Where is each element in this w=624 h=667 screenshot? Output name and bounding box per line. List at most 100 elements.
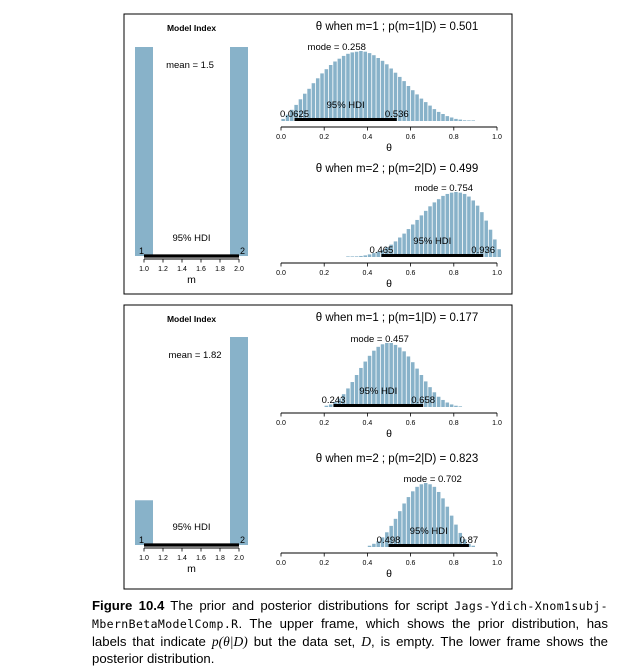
prior-model-index-mean-label: mean = 1.5 (166, 60, 214, 71)
prior-theta-m2-bar-15 (411, 224, 415, 257)
prior-theta-m1-bar-44 (471, 120, 475, 121)
prior-theta-m2-bar-1 (350, 256, 355, 257)
prior-theta-m2-bar-13 (402, 233, 406, 257)
prior-frame-border (123, 13, 513, 295)
caption-math-d: D (361, 634, 371, 649)
prior-model-index-bar-2 (230, 47, 248, 256)
posterior-theta-m2-mode-label: mode = 0.702 (403, 474, 461, 485)
prior-theta-m1-bar-23 (380, 60, 385, 121)
posterior-theta-m2-bar-17 (441, 498, 445, 547)
posterior-theta-m2-bar-9 (406, 497, 411, 547)
posterior-theta-m1-bar-0 (324, 405, 329, 407)
prior-theta-m2-bar-34 (493, 239, 497, 257)
prior-theta-m1-bar-10 (324, 69, 329, 121)
posterior-theta-m1-title: θ when m=1 ; p(m=1|D) = 0.177 (316, 312, 478, 324)
posterior-model-index-bar-2 (230, 337, 248, 545)
posterior-theta-m1-hdi-label: 95% HDI (359, 386, 397, 397)
posterior-theta-m2-bar-2 (376, 541, 380, 547)
posterior-model-index-x-tick-label-4: 1.8 (215, 555, 225, 562)
prior-theta-m2-bar-14 (406, 229, 411, 257)
posterior-theta-m2-x-tick-label-0: 0.0 (276, 560, 286, 567)
prior-theta-m1-bar-7 (311, 83, 316, 121)
prior-theta-m1-bar-17 (354, 51, 359, 122)
prior-model-index-x-tick-label-4: 1.8 (215, 266, 225, 273)
posterior-theta-m2-x-tick-label-4: 0.8 (449, 560, 459, 567)
prior-model-index-x-axis-label: m (187, 274, 196, 286)
posterior-theta-m2-bar-16 (436, 491, 441, 547)
prior-theta-m1-bar-30 (411, 90, 415, 121)
posterior-theta-m1-x-tick-label-5: 1.0 (492, 420, 502, 427)
caption-text-1: The prior and posterior distributions fo… (170, 598, 448, 613)
prior-theta-m1-bar-38 (445, 116, 450, 121)
posterior-theta-m1-bar-30 (454, 405, 458, 407)
prior-theta-m1-bar-18 (359, 51, 363, 121)
posterior-theta-m1-bar-5 (346, 388, 350, 407)
posterior-theta-m1-bar-23 (423, 381, 428, 407)
prior-theta-m2-bar-28 (467, 196, 471, 257)
posterior-theta-m1-hdi-high-label: 0.658 (411, 395, 435, 406)
posterior-theta-m1-bar-12 (376, 346, 380, 407)
prior-theta-m2-bar-22 (441, 195, 445, 257)
prior-theta-m1-bar-14 (341, 55, 346, 121)
prior-model-index-x-tick-label-2: 1.4 (177, 266, 187, 273)
prior-theta-m2-bar-29 (471, 200, 475, 257)
posterior-theta-m1-bar-31 (458, 406, 463, 407)
prior-model-index-title: Model Index (167, 23, 216, 33)
prior-theta-m2-bar-18 (423, 210, 428, 257)
posterior-theta-m1-x-tick-label-2: 0.4 (363, 420, 373, 427)
posterior-theta-m1-bar-3 (337, 398, 342, 407)
posterior-theta-m2-bar-20 (454, 524, 458, 547)
prior-theta-m2-bar-33 (488, 229, 493, 257)
posterior-theta-m2-bar-12 (419, 484, 424, 547)
prior-theta-m1-bar-6 (307, 88, 311, 121)
prior-theta-m2-title: θ when m=2 ; p(m=2|D) = 0.499 (316, 163, 478, 175)
prior-theta-m1-title: θ when m=1 ; p(m=1|D) = 0.501 (316, 21, 478, 33)
prior-theta-m1-bar-40 (454, 118, 458, 121)
prior-theta-m1-bar-29 (406, 86, 411, 121)
prior-theta-m1-bar-3 (294, 104, 298, 121)
prior-theta-m1-bar-42 (462, 120, 467, 121)
posterior-theta-m2-bar-8 (402, 503, 406, 547)
posterior-theta-m1-bar-8 (359, 367, 363, 407)
prior-theta-m2-bar-35 (497, 249, 501, 257)
prior-theta-m2-bar-0 (346, 256, 350, 257)
figure-caption: Figure 10.4 The prior and posterior distr… (92, 597, 608, 667)
posterior-theta-m1-bar-22 (419, 375, 424, 407)
posterior-model-index-bar-label-2: 2 (240, 535, 245, 545)
prior-theta-m2-bar-27 (462, 193, 467, 257)
prior-theta-m1-bar-39 (449, 117, 454, 121)
prior-theta-m1-x-tick-label-5: 1.0 (492, 134, 502, 141)
prior-theta-m1-bar-21 (372, 55, 376, 122)
posterior-theta-m1-bar-16 (393, 344, 398, 407)
posterior-theta-m1-bar-18 (402, 351, 406, 407)
prior-theta-m2-bar-9 (385, 247, 389, 257)
posterior-model-index-hdi-label: 95% HDI (172, 522, 210, 533)
prior-theta-m1-bar-1 (285, 114, 290, 121)
posterior-theta-m1-bar-14 (385, 343, 389, 407)
posterior-model-index-x-tick-label-0: 1.0 (139, 555, 149, 562)
posterior-theta-m1-bar-11 (372, 350, 376, 407)
posterior-theta-m2-x-tick-label-1: 0.2 (319, 560, 329, 567)
prior-model-index-hdi-label: 95% HDI (172, 233, 210, 244)
prior-theta-m2-bar-6 (372, 253, 376, 257)
posterior-frame-border (123, 304, 513, 590)
prior-theta-m2-x-axis-label: θ (386, 278, 392, 290)
posterior-model-index-x-axis-label: m (187, 563, 196, 575)
prior-theta-m2-bar-21 (436, 199, 441, 257)
prior-theta-m1-x-tick-label-1: 0.2 (319, 134, 329, 141)
posterior-theta-m1-bar-17 (398, 347, 402, 407)
posterior-theta-m1-bar-25 (432, 392, 437, 407)
posterior-model-index-x-tick-label-1: 1.2 (158, 555, 168, 562)
prior-theta-m2-bar-7 (376, 251, 380, 257)
posterior-theta-m1-bar-27 (441, 399, 445, 407)
prior-theta-m1-bar-13 (337, 58, 342, 121)
prior-theta-m1-hdi-label: 95% HDI (327, 100, 365, 111)
prior-theta-m1-x-tick-label-4: 0.8 (449, 134, 459, 141)
prior-theta-m2-bar-5 (367, 254, 372, 257)
prior-theta-m1-bar-11 (328, 65, 333, 121)
posterior-theta-m1-x-axis-label: θ (386, 428, 392, 440)
prior-theta-m1-bar-28 (402, 81, 406, 121)
posterior-model-index-bar-label-1: 1 (139, 535, 144, 545)
prior-model-index-x-tick-label-0: 1.0 (139, 266, 149, 273)
prior-theta-m1-bar-43 (467, 120, 471, 121)
